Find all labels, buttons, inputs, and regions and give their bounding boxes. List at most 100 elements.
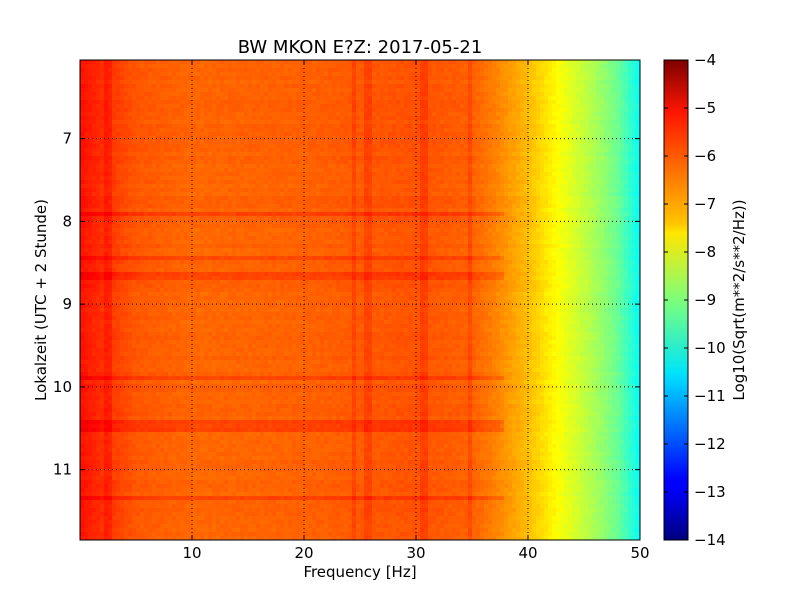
- heatmap-cell: [176, 72, 181, 77]
- heatmap-cell: [248, 148, 253, 153]
- heatmap-cell: [484, 100, 489, 105]
- heatmap-cell: [112, 140, 117, 145]
- heatmap-cell: [396, 148, 401, 153]
- heatmap-cell: [336, 156, 341, 161]
- heatmap-cell: [560, 164, 565, 169]
- heatmap-cell: [624, 152, 629, 157]
- heatmap-cell: [316, 188, 321, 193]
- heatmap-cell: [396, 120, 401, 125]
- heatmap-cell: [120, 88, 125, 93]
- heatmap-cell: [236, 128, 241, 133]
- heatmap-cell: [408, 80, 413, 85]
- heatmap-cell: [532, 176, 537, 181]
- heatmap-cell: [404, 156, 409, 161]
- heatmap-cell: [520, 64, 525, 69]
- heatmap-cell: [400, 128, 405, 133]
- heatmap-cell: [216, 120, 221, 125]
- heatmap-cell: [224, 148, 229, 153]
- heatmap-cell: [192, 60, 197, 65]
- heatmap-cell: [596, 108, 601, 113]
- heatmap-cell: [584, 192, 589, 197]
- heatmap-cell: [144, 76, 149, 81]
- heatmap-cell: [596, 124, 601, 129]
- heatmap-cell: [140, 104, 145, 109]
- heatmap-cell: [96, 64, 101, 69]
- heatmap-cell: [120, 144, 125, 149]
- heatmap-cell: [340, 68, 345, 73]
- heatmap-cell: [404, 88, 409, 93]
- heatmap-cell: [204, 156, 209, 161]
- heatmap-cell: [408, 72, 413, 77]
- heatmap-cell: [356, 60, 361, 65]
- heatmap-cell: [460, 188, 465, 193]
- heatmap-cell: [148, 124, 153, 129]
- heatmap-cell: [384, 76, 389, 81]
- heatmap-cell: [188, 180, 193, 185]
- heatmap-cell: [188, 96, 193, 101]
- heatmap-cell: [628, 128, 633, 133]
- heatmap-cell: [588, 184, 593, 189]
- heatmap-cell: [616, 104, 621, 109]
- heatmap-cell: [380, 96, 385, 101]
- heatmap-cell: [184, 64, 189, 69]
- heatmap-cell: [236, 80, 241, 85]
- heatmap-cell: [272, 84, 277, 89]
- heatmap-cell: [364, 128, 369, 133]
- heatmap-cell: [344, 168, 349, 173]
- heatmap-cell: [592, 148, 597, 153]
- heatmap-cell: [184, 108, 189, 113]
- heatmap-cell: [576, 160, 581, 165]
- heatmap-cell: [536, 180, 541, 185]
- heatmap-cell: [396, 200, 401, 205]
- heatmap-cell: [612, 164, 617, 169]
- heatmap-cell: [404, 84, 409, 89]
- heatmap-cell: [396, 172, 401, 177]
- heatmap-cell: [324, 112, 329, 117]
- heatmap-cell: [400, 140, 405, 145]
- heatmap-cell: [84, 68, 89, 73]
- heatmap-cell: [608, 148, 613, 153]
- heatmap-cell: [176, 200, 181, 205]
- heatmap-cell: [564, 80, 569, 85]
- heatmap-cell: [112, 104, 117, 109]
- heatmap-cell: [532, 168, 537, 173]
- heatmap-cell: [96, 196, 101, 201]
- heatmap-cell: [108, 72, 113, 77]
- heatmap-cell: [324, 76, 329, 81]
- heatmap-cell: [308, 160, 313, 165]
- heatmap-cell: [472, 132, 477, 137]
- heatmap-cell: [272, 156, 277, 161]
- heatmap-cell: [404, 180, 409, 185]
- heatmap-cell: [276, 76, 281, 81]
- heatmap-cell: [456, 176, 461, 181]
- heatmap-cell: [528, 68, 533, 73]
- heatmap-cell: [152, 200, 157, 205]
- heatmap-cell: [84, 144, 89, 149]
- heatmap-cell: [544, 152, 549, 157]
- heatmap-cell: [568, 176, 573, 181]
- heatmap-cell: [532, 192, 537, 197]
- heatmap-cell: [104, 96, 109, 101]
- heatmap-cell: [576, 168, 581, 173]
- heatmap-cell: [392, 140, 397, 145]
- heatmap-cell: [416, 192, 421, 197]
- heatmap-cell: [344, 128, 349, 133]
- heatmap-cell: [232, 120, 237, 125]
- heatmap-cell: [152, 180, 157, 185]
- heatmap-cell: [560, 68, 565, 73]
- heatmap-cell: [500, 64, 505, 69]
- heatmap-cell: [84, 196, 89, 201]
- heatmap-cell: [432, 152, 437, 157]
- heatmap-cell: [168, 132, 173, 137]
- heatmap-cell: [588, 108, 593, 113]
- heatmap-cell: [164, 132, 169, 137]
- heatmap-cell: [348, 132, 353, 137]
- heatmap-cell: [144, 140, 149, 145]
- heatmap-cell: [564, 148, 569, 153]
- heatmap-cell: [420, 76, 425, 81]
- heatmap-cell: [464, 152, 469, 157]
- heatmap-cell: [464, 200, 469, 205]
- heatmap-cell: [452, 80, 457, 85]
- heatmap-cell: [212, 196, 217, 201]
- heatmap-cell: [144, 80, 149, 85]
